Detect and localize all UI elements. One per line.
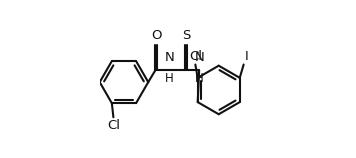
Text: N: N [194, 51, 204, 64]
Text: S: S [182, 29, 190, 42]
Text: Cl: Cl [107, 119, 120, 132]
Text: Cl: Cl [189, 50, 202, 63]
Text: H: H [165, 72, 174, 85]
Text: I: I [245, 50, 249, 63]
Text: N: N [164, 51, 174, 64]
Text: H: H [195, 72, 204, 85]
Text: O: O [151, 29, 162, 42]
